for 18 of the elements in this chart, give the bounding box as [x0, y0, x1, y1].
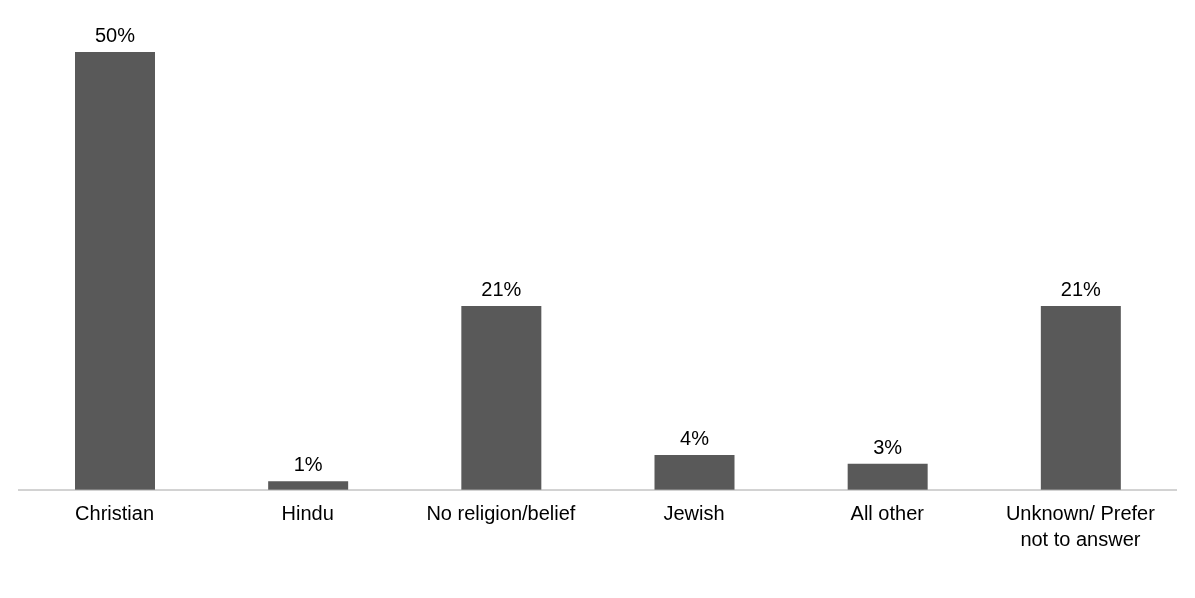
data-label: 21%	[481, 278, 522, 301]
x-tick-label: Hindu	[281, 502, 334, 525]
bar	[75, 52, 155, 490]
x-tick-label: Christian	[75, 502, 155, 525]
x-tick-label: No religion/belief	[426, 502, 576, 525]
x-tick-label: Jewish	[663, 502, 725, 525]
x-tick-label: All other	[850, 502, 925, 525]
bar	[847, 463, 928, 490]
x-tick-label: Unknown/ Prefer not to answer	[1005, 502, 1156, 551]
data-label: 3%	[873, 435, 903, 458]
data-label: 21%	[1060, 278, 1102, 301]
bar	[268, 481, 349, 490]
bar	[1040, 306, 1121, 490]
data-label: 50%	[94, 24, 136, 46]
data-label: 4%	[680, 426, 710, 449]
data-label: 1%	[293, 453, 323, 476]
bar	[461, 306, 542, 490]
bar	[654, 454, 735, 490]
